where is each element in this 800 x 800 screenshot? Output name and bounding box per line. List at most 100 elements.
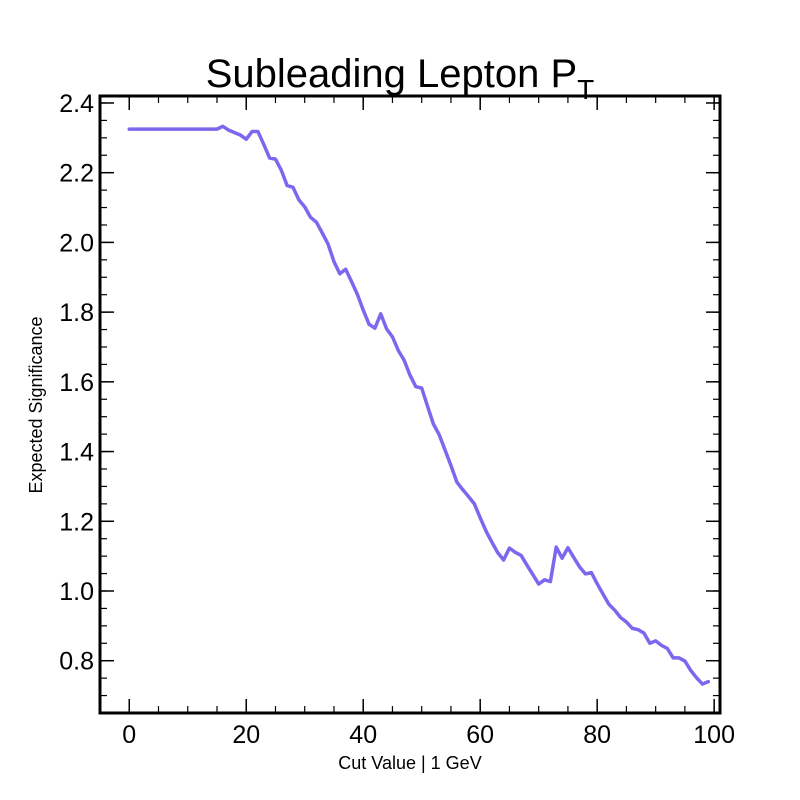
chart-title-main: Subleading Lepton P xyxy=(206,52,577,96)
data-point xyxy=(449,464,453,467)
data-point xyxy=(566,546,570,550)
data-point xyxy=(396,348,400,352)
data-point xyxy=(601,592,605,596)
data-point xyxy=(350,279,354,283)
data-point xyxy=(531,573,535,577)
data-point xyxy=(636,628,640,632)
data-point xyxy=(273,157,277,161)
data-point xyxy=(671,656,675,660)
data-point xyxy=(502,558,506,562)
data-point xyxy=(443,448,447,452)
data-point xyxy=(519,553,523,557)
data-point xyxy=(414,385,418,389)
data-point xyxy=(291,185,295,189)
data-point xyxy=(665,647,669,651)
data-point xyxy=(186,127,190,131)
data-point xyxy=(326,242,330,246)
data-point xyxy=(221,124,225,128)
series-layer xyxy=(127,124,711,686)
data-point xyxy=(437,433,441,437)
data-point xyxy=(262,142,266,146)
data-point xyxy=(355,292,359,296)
significance-series-line xyxy=(127,124,711,686)
data-point xyxy=(203,127,207,131)
y-tick-label: 1.0 xyxy=(59,578,94,606)
tick-labels: 0 20 40 60 80 100 0.8 1.0 1.2 1.4 1.6 1.8 2.0 2.2 2.4 xyxy=(59,90,735,749)
y-tick-label: 2.2 xyxy=(59,160,94,188)
data-point xyxy=(683,659,687,663)
data-point xyxy=(215,127,219,131)
data-point xyxy=(197,127,201,131)
data-point xyxy=(700,682,704,686)
data-point xyxy=(168,127,172,131)
data-point xyxy=(174,127,178,131)
data-point xyxy=(660,643,664,647)
data-point xyxy=(648,641,652,645)
data-point xyxy=(461,488,465,492)
data-point xyxy=(279,168,283,172)
data-point xyxy=(256,130,260,134)
data-point xyxy=(285,184,289,188)
x-tick-label: 80 xyxy=(583,721,611,749)
data-point xyxy=(466,495,470,499)
data-point xyxy=(209,127,213,131)
data-point xyxy=(385,327,389,331)
data-point xyxy=(238,133,242,137)
data-point xyxy=(180,127,184,131)
data-point xyxy=(303,205,307,209)
data-point xyxy=(244,137,248,141)
data-point xyxy=(332,260,336,264)
x-tick-label: 60 xyxy=(466,721,494,749)
x-tick-label: 0 xyxy=(122,721,136,749)
data-point xyxy=(127,127,131,131)
data-point xyxy=(133,127,137,131)
data-point xyxy=(390,335,394,339)
data-point xyxy=(583,572,587,576)
data-point xyxy=(320,231,324,235)
data-point xyxy=(537,582,541,586)
data-point xyxy=(543,578,547,582)
y-tick-label: 1.8 xyxy=(59,299,94,327)
data-point xyxy=(426,404,430,408)
data-point xyxy=(490,540,494,544)
chart-title-subscript: T xyxy=(577,74,594,105)
data-point xyxy=(314,220,318,224)
data-point xyxy=(607,602,611,606)
data-point xyxy=(595,582,599,586)
y-tick-label: 2.0 xyxy=(59,229,94,257)
data-point xyxy=(630,626,634,630)
y-tick-label: 1.4 xyxy=(59,439,94,467)
data-point xyxy=(431,422,435,426)
data-point xyxy=(706,680,710,684)
y-tick-label: 1.6 xyxy=(59,369,94,397)
data-point xyxy=(379,312,383,316)
data-point xyxy=(268,156,272,160)
data-point xyxy=(695,676,699,680)
data-point xyxy=(227,128,231,132)
data-point xyxy=(619,615,623,619)
data-point xyxy=(338,272,342,276)
data-point xyxy=(525,563,529,567)
data-point xyxy=(156,127,160,131)
y-tick-label: 2.4 xyxy=(59,90,94,118)
chart-title: Subleading Lepton PT xyxy=(206,52,595,105)
x-tick-label: 40 xyxy=(349,721,377,749)
data-point xyxy=(151,127,155,131)
data-point xyxy=(624,620,628,624)
data-point xyxy=(677,656,681,660)
data-point xyxy=(309,215,313,219)
data-point xyxy=(578,565,582,569)
plot-frame xyxy=(98,94,722,715)
data-point xyxy=(554,545,558,549)
x-tick-label: 100 xyxy=(693,721,735,749)
data-point xyxy=(642,631,646,635)
x-axis-label: Cut Value | 1 GeV xyxy=(338,753,481,773)
data-point xyxy=(496,551,500,555)
data-point xyxy=(478,516,482,520)
data-point xyxy=(297,198,301,202)
x-tick-label: 20 xyxy=(232,721,260,749)
data-point xyxy=(420,386,424,390)
data-point xyxy=(233,131,237,135)
data-point xyxy=(373,326,377,330)
